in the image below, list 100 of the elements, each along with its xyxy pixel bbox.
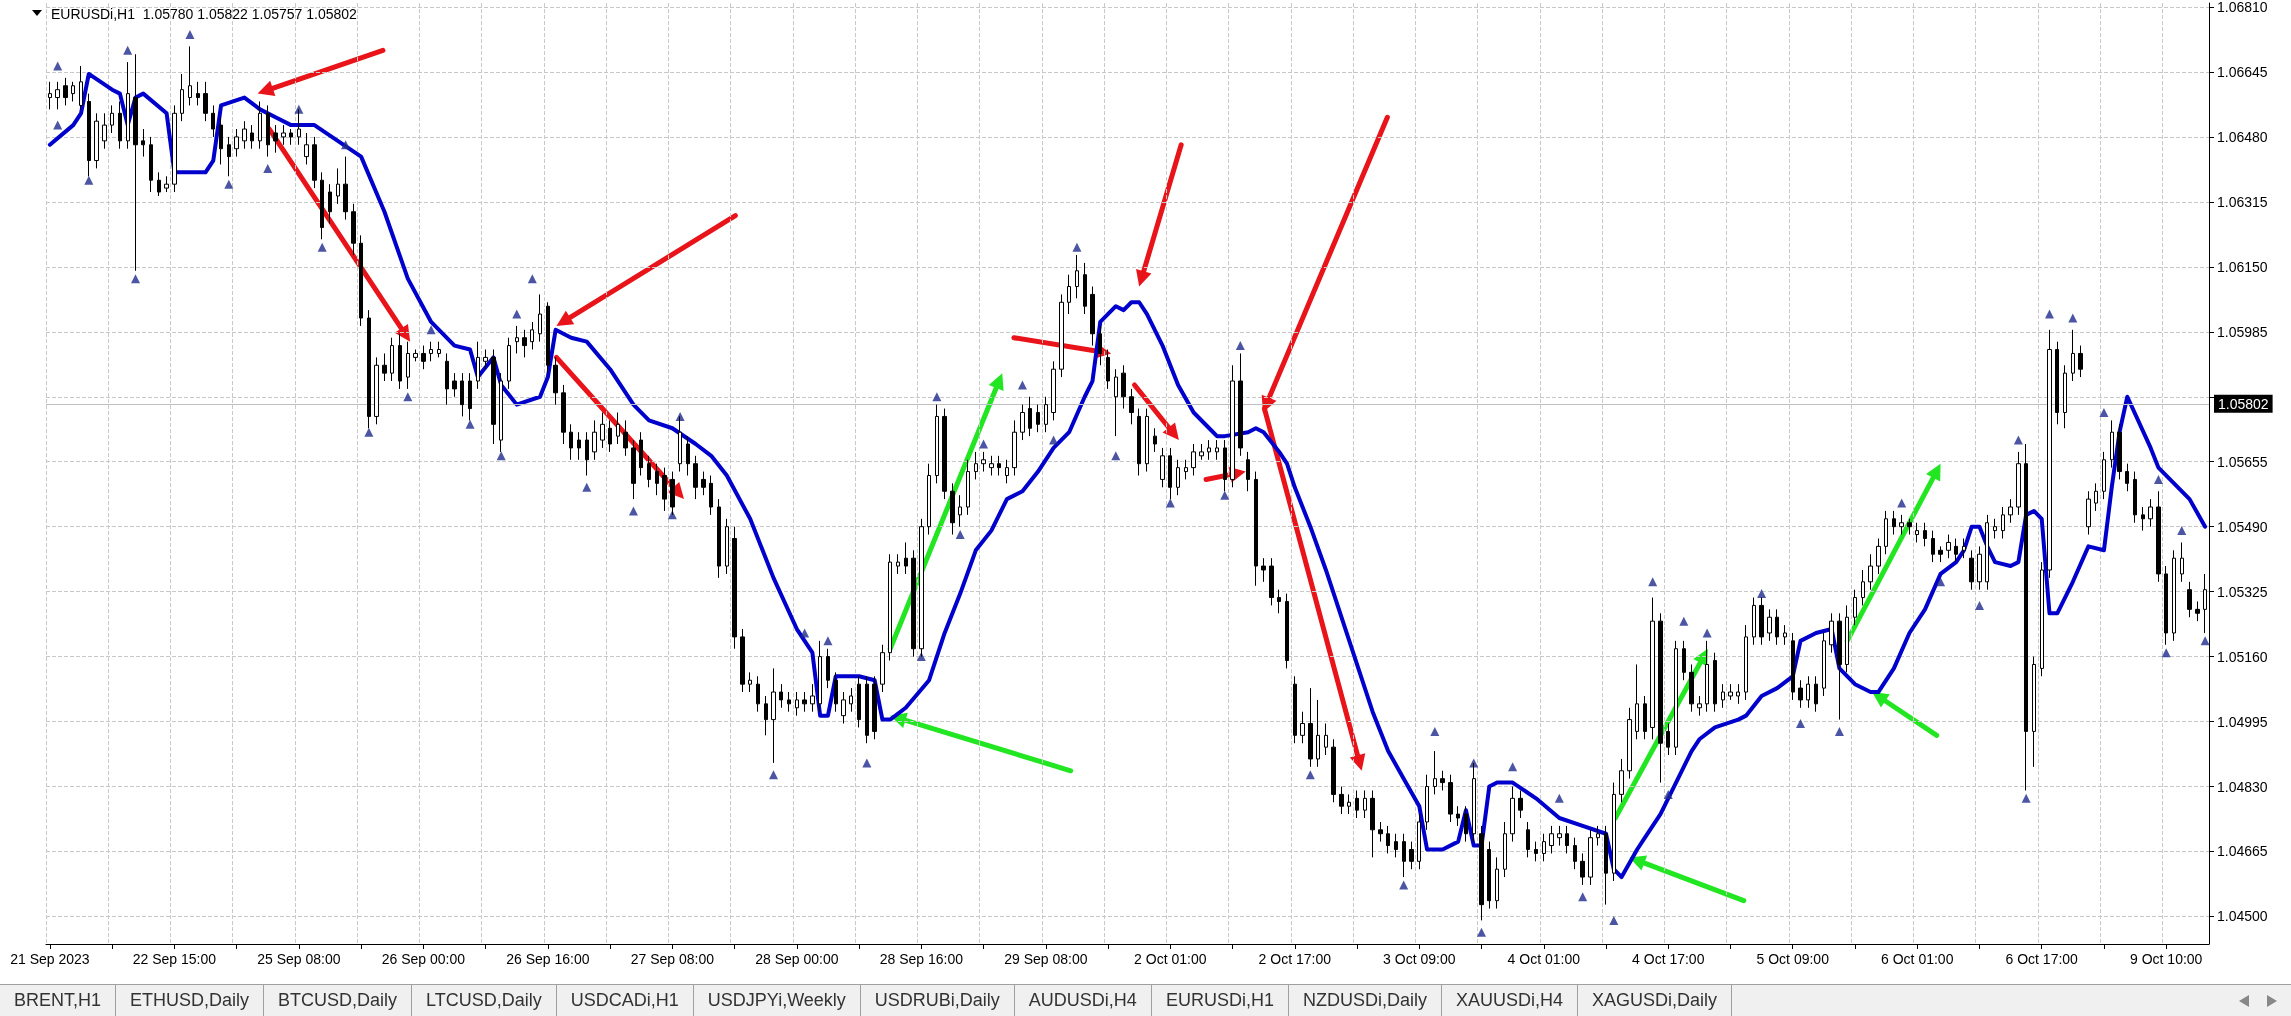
candlestick [1059, 293, 1064, 378]
candlestick [1121, 364, 1126, 410]
candlestick [266, 104, 270, 158]
candlestick [1215, 439, 1219, 461]
candlestick [1425, 774, 1429, 831]
point [84, 175, 94, 185]
candlestick [935, 404, 939, 484]
candlestick [79, 65, 83, 110]
candlestick [1969, 549, 1974, 591]
point [130, 274, 140, 284]
x-tick-label: 4 Oct 17:00 [1632, 951, 1705, 967]
candlestick [693, 455, 698, 500]
candlestick [981, 451, 986, 473]
candlestick [1285, 593, 1289, 669]
candlestick [787, 691, 791, 713]
candlestick [1440, 770, 1445, 791]
candlestick [927, 463, 931, 536]
candlestick [522, 329, 527, 358]
candlestick [1814, 675, 1818, 713]
candlestick [110, 104, 114, 134]
candlestick [1075, 254, 1079, 299]
candlestick [2055, 341, 2059, 425]
candlestick [1549, 825, 1554, 854]
candlestick [1542, 833, 1546, 862]
point [582, 482, 592, 492]
candlestick [1573, 837, 1577, 870]
candlestick [771, 667, 776, 764]
candlestick [1277, 589, 1281, 614]
point [1663, 789, 1673, 799]
candlestick [2172, 549, 2176, 642]
candlestick [180, 73, 184, 122]
candlestick [157, 171, 161, 197]
candlestick [818, 640, 822, 713]
candlestick [1254, 471, 1258, 587]
point [185, 30, 195, 40]
candlestick [1456, 805, 1460, 827]
candlestick [872, 675, 877, 740]
point [123, 45, 133, 55]
point [2068, 313, 2078, 323]
candlestick [2187, 581, 2192, 618]
candlestick [2180, 541, 2184, 583]
candlestick [2078, 345, 2083, 378]
candlestick [1744, 624, 1748, 701]
candlestick [1363, 789, 1367, 819]
candlestick [250, 124, 254, 150]
candlestick [826, 648, 830, 689]
candlestick [71, 81, 75, 102]
candlestick [1861, 569, 1865, 606]
candlestick [1129, 388, 1134, 425]
candlestick [1557, 825, 1562, 847]
x-tick-label: 21 Sep 2023 [10, 951, 90, 967]
candlestick [2203, 573, 2207, 634]
point [1834, 726, 1844, 736]
x-tick-label: 6 Oct 17:00 [2005, 951, 2079, 967]
candlestick [631, 439, 636, 500]
candlestick [810, 683, 815, 713]
point [317, 242, 327, 252]
candlestick [592, 419, 597, 461]
candlestick [1472, 762, 1476, 843]
candlestick [546, 301, 550, 374]
candlestick [1534, 841, 1538, 862]
candlestick [242, 120, 247, 150]
candlestick [515, 325, 519, 354]
candlestick [1394, 833, 1398, 858]
candlestick [1370, 789, 1375, 858]
candlestick [2156, 490, 2161, 583]
candlestick [709, 475, 713, 516]
candlestick [1798, 679, 1803, 709]
candlestick [367, 309, 371, 429]
candlestick [164, 175, 169, 193]
candlestick [1899, 514, 1904, 536]
candlestick [219, 116, 223, 165]
candlestick [1868, 553, 1873, 591]
candlestick [1246, 451, 1250, 492]
y-tick-label: 1.04500 [2217, 908, 2268, 925]
candlestick [507, 337, 511, 390]
candlestick [585, 431, 589, 476]
candlestick [802, 691, 807, 713]
candlestick [1316, 699, 1320, 768]
candlestick [429, 341, 433, 362]
candlestick [888, 553, 892, 662]
candlestick [553, 356, 558, 406]
candlestick [1658, 612, 1663, 784]
candlestick [258, 100, 262, 150]
candlestick [1837, 612, 1842, 721]
candlestick [1736, 683, 1740, 705]
candlestick [2125, 463, 2129, 492]
candlestick [1331, 738, 1336, 803]
point [1757, 589, 1767, 599]
candlestick [141, 128, 145, 158]
candlestick [756, 675, 760, 713]
point [1796, 719, 1806, 729]
text: USDCADi,H1 [556, 985, 694, 1016]
candlestick [725, 518, 729, 575]
candlestick [1199, 443, 1204, 461]
candlestick [1705, 640, 1709, 713]
y-tick-label: 1.04665 [2217, 843, 2268, 860]
candlestick [1184, 459, 1188, 480]
chart-title: EURUSDi,H1 1.05780 1.05822 1.05757 1.05802 [51, 6, 358, 22]
candlestick [1378, 821, 1383, 843]
